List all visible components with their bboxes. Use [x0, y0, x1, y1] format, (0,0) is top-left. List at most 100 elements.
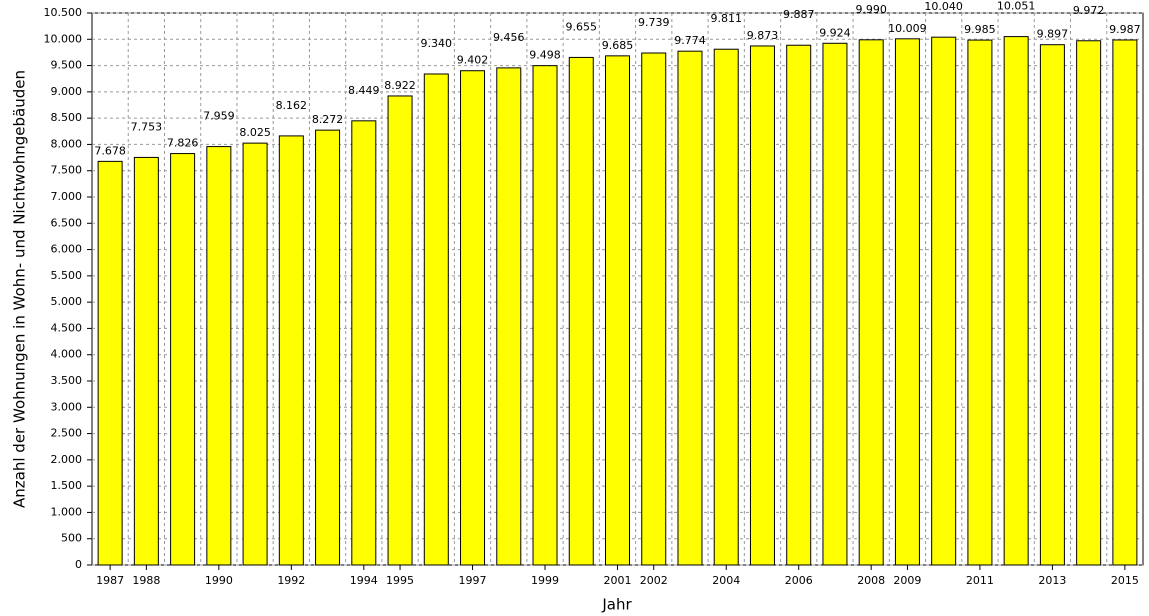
- x-tick-label: 2006: [785, 574, 813, 587]
- y-tick-label: 500: [61, 532, 82, 545]
- y-tick-label: 1.500: [51, 479, 83, 492]
- value-label: 8.162: [276, 99, 308, 112]
- y-tick-label: 8.500: [51, 111, 83, 124]
- y-tick-label: 10.000: [44, 32, 83, 45]
- bar: [749, 45, 775, 566]
- value-label: 10.051: [997, 0, 1036, 13]
- bar: [387, 95, 413, 566]
- value-label: 9.924: [819, 26, 851, 39]
- value-label: 9.873: [747, 29, 779, 42]
- x-tick-label: 2008: [857, 574, 885, 587]
- bar: [97, 160, 123, 566]
- x-tick-label: 2001: [604, 574, 632, 587]
- y-tick-label: 7.500: [51, 164, 83, 177]
- value-label: 9.887: [783, 8, 815, 21]
- value-label: 8.025: [239, 126, 271, 139]
- value-label: 9.456: [493, 31, 525, 44]
- x-tick-label: 1992: [277, 574, 305, 587]
- x-tick-label: 2009: [893, 574, 921, 587]
- y-tick-label: 2.500: [51, 427, 83, 440]
- x-tick-label: 1997: [459, 574, 487, 587]
- y-tick-label: 10.500: [44, 6, 83, 19]
- y-tick-label: 3.000: [51, 400, 83, 413]
- x-tick-label: 1987: [96, 574, 124, 587]
- value-label: 9.811: [710, 12, 742, 25]
- value-label: 9.774: [674, 34, 706, 47]
- x-tick-label: 1994: [350, 574, 378, 587]
- bar: [713, 48, 739, 566]
- value-label: 7.678: [94, 144, 126, 157]
- bar: [931, 36, 957, 566]
- y-tick-label: 5.000: [51, 295, 83, 308]
- bar: [822, 42, 848, 566]
- bar: [351, 120, 377, 566]
- value-label: 10.009: [888, 22, 927, 35]
- y-tick-label: 4.000: [51, 348, 83, 361]
- x-tick-label: 1988: [132, 574, 160, 587]
- value-label: 9.972: [1073, 4, 1105, 17]
- value-label: 9.739: [638, 16, 670, 29]
- value-label: 9.340: [421, 37, 453, 50]
- bar: [677, 50, 703, 566]
- x-tick-label: 1990: [205, 574, 233, 587]
- value-label: 8.449: [348, 84, 380, 97]
- bar: [1076, 40, 1102, 566]
- value-label: 9.655: [566, 20, 598, 33]
- bar: [423, 73, 449, 566]
- value-label: 8.922: [384, 79, 416, 92]
- bar: [532, 65, 558, 566]
- y-tick-label: 7.000: [51, 190, 83, 203]
- value-label: 10.040: [924, 0, 963, 13]
- y-tick-label: 3.500: [51, 374, 83, 387]
- x-tick-label: 2002: [640, 574, 668, 587]
- bar: [786, 44, 812, 566]
- y-tick-label: 8.000: [51, 137, 83, 150]
- bar: [242, 142, 268, 566]
- bar: [315, 129, 341, 566]
- bar: [206, 146, 232, 566]
- value-label: 9.990: [855, 3, 887, 16]
- y-tick-label: 9.500: [51, 59, 83, 72]
- x-tick-label: 2004: [712, 574, 740, 587]
- y-tick-label: 1.000: [51, 505, 83, 518]
- x-tick-label: 2015: [1111, 574, 1139, 587]
- bar: [278, 135, 304, 566]
- value-label: 7.826: [167, 137, 199, 150]
- value-label: 7.753: [131, 120, 163, 133]
- y-tick-label: 4.500: [51, 321, 83, 334]
- bar: [1003, 36, 1029, 566]
- x-tick-label: 1999: [531, 574, 559, 587]
- value-label: 8.272: [312, 113, 344, 126]
- bar: [496, 67, 522, 566]
- value-label: 9.685: [602, 39, 634, 52]
- bar: [641, 52, 667, 566]
- bar: [170, 153, 196, 566]
- x-tick-label: 2011: [966, 574, 994, 587]
- value-label: 9.402: [457, 54, 489, 67]
- y-tick-label: 6.000: [51, 243, 83, 256]
- bar: [568, 56, 594, 566]
- value-label: 9.987: [1109, 23, 1141, 36]
- y-tick-label: 9.000: [51, 85, 83, 98]
- bar: [133, 156, 159, 566]
- bar: [460, 70, 486, 566]
- bar: [1112, 39, 1138, 566]
- value-label: 7.959: [203, 110, 235, 123]
- y-tick-label: 0: [75, 558, 82, 571]
- bar: [967, 39, 993, 566]
- value-label: 9.897: [1037, 28, 1069, 41]
- y-tick-label: 2.000: [51, 453, 83, 466]
- bar: [858, 39, 884, 566]
- x-axis-title: Jahr: [601, 596, 632, 614]
- y-tick-label: 6.500: [51, 216, 83, 229]
- value-label: 9.498: [529, 49, 561, 62]
- bar: [894, 38, 920, 566]
- value-label: 9.985: [964, 23, 996, 36]
- bar: [605, 55, 630, 566]
- x-tick-label: 2013: [1038, 574, 1066, 587]
- y-tick-label: 5.500: [51, 269, 83, 282]
- x-tick-label: 1995: [386, 574, 414, 587]
- bar: [1039, 44, 1065, 566]
- y-axis-title: Anzahl der Wohnungen in Wohn- und Nichtw…: [11, 70, 29, 508]
